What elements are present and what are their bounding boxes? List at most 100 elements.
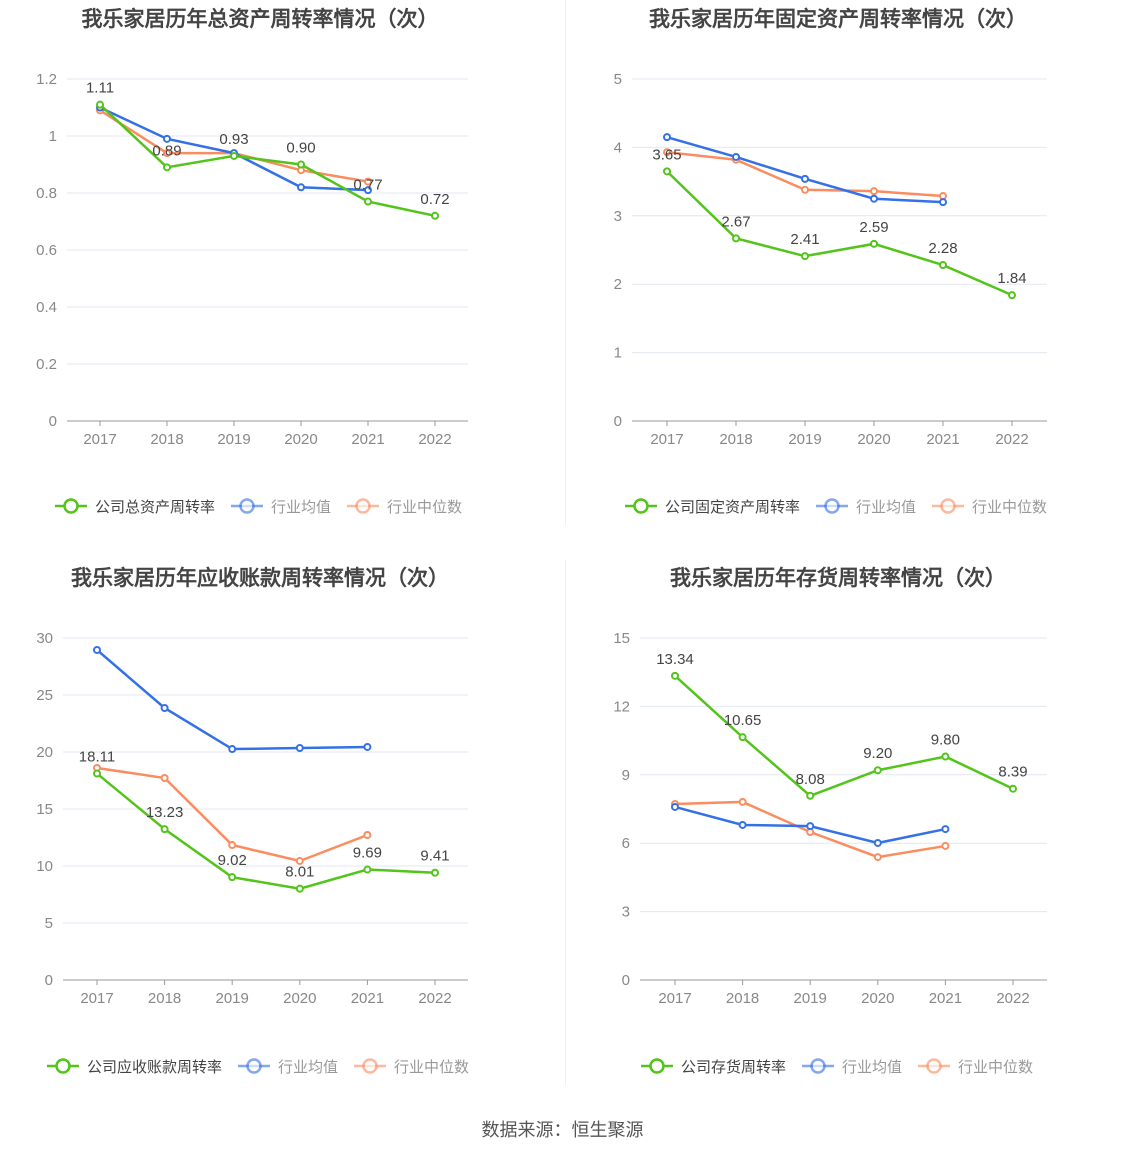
data-point[interactable] bbox=[939, 198, 947, 207]
legend-circle-icon bbox=[55, 1058, 71, 1074]
data-point[interactable] bbox=[939, 191, 947, 200]
data-point[interactable] bbox=[93, 645, 101, 654]
data-point[interactable] bbox=[297, 160, 305, 169]
legend-label: 行业中位数 bbox=[387, 499, 462, 516]
y-tick-label: 15 bbox=[36, 801, 53, 818]
data-point[interactable] bbox=[873, 838, 882, 847]
data-point[interactable] bbox=[941, 841, 950, 850]
data-point[interactable] bbox=[364, 186, 372, 195]
legend-item[interactable]: 行业中位数 bbox=[347, 498, 462, 516]
data-point[interactable] bbox=[870, 194, 878, 203]
data-point[interactable] bbox=[801, 252, 809, 261]
data-point[interactable] bbox=[870, 187, 878, 196]
legend-item[interactable]: 行业均值 bbox=[816, 498, 916, 516]
x-tick-label: 2017 bbox=[658, 990, 691, 1007]
data-point[interactable] bbox=[663, 148, 671, 157]
y-tick-label: 0 bbox=[49, 413, 57, 430]
data-point[interactable] bbox=[671, 671, 679, 680]
data-point[interactable] bbox=[364, 197, 372, 206]
data-point[interactable] bbox=[163, 163, 171, 172]
data-point[interactable] bbox=[228, 841, 237, 850]
x-tick-label: 2022 bbox=[418, 431, 451, 448]
data-point[interactable] bbox=[363, 742, 372, 751]
data-label: 8.01 bbox=[285, 864, 314, 881]
data-point[interactable] bbox=[1009, 784, 1017, 793]
y-tick-label: 12 bbox=[613, 698, 630, 715]
data-point[interactable] bbox=[939, 261, 947, 270]
data-point[interactable] bbox=[295, 744, 304, 753]
data-point[interactable] bbox=[806, 822, 815, 831]
legend-item[interactable]: 公司存货周转率 bbox=[641, 1058, 786, 1076]
legend-item[interactable]: 行业中位数 bbox=[354, 1058, 469, 1076]
data-point[interactable] bbox=[738, 733, 747, 742]
data-label: 8.08 bbox=[796, 771, 825, 788]
data-point[interactable] bbox=[295, 856, 304, 865]
data-point[interactable] bbox=[732, 234, 740, 243]
data-point[interactable] bbox=[801, 185, 809, 194]
y-tick-label: 1.2 bbox=[36, 71, 57, 88]
data-point[interactable] bbox=[806, 791, 815, 800]
data-point[interactable] bbox=[96, 100, 104, 109]
data-point[interactable] bbox=[663, 133, 671, 142]
data-point[interactable] bbox=[295, 884, 304, 893]
x-tick-label: 2021 bbox=[351, 990, 384, 1007]
data-point[interactable] bbox=[1008, 291, 1016, 300]
data-point[interactable] bbox=[228, 745, 237, 754]
legend-item[interactable]: 行业中位数 bbox=[932, 498, 1047, 516]
legend-item[interactable]: 行业均值 bbox=[802, 1058, 902, 1076]
x-tick-label: 2020 bbox=[284, 431, 317, 448]
data-point[interactable] bbox=[364, 177, 372, 186]
data-point[interactable] bbox=[163, 134, 171, 143]
x-tick-label: 2018 bbox=[150, 431, 183, 448]
x-tick-label: 2017 bbox=[80, 990, 113, 1007]
legend-item[interactable]: 公司固定资产周转率 bbox=[625, 498, 800, 516]
legend-item[interactable]: 公司应收账款周转率 bbox=[47, 1058, 222, 1076]
legend-item[interactable]: 行业均值 bbox=[238, 1058, 338, 1076]
data-point[interactable] bbox=[941, 752, 950, 761]
data-point[interactable] bbox=[431, 211, 439, 220]
data-label: 3.65 bbox=[652, 146, 681, 163]
legend-item[interactable]: 行业均值 bbox=[231, 498, 331, 516]
y-tick-label: 0.4 bbox=[36, 299, 57, 316]
data-point[interactable] bbox=[738, 797, 747, 806]
legend-item[interactable]: 行业中位数 bbox=[918, 1058, 1033, 1076]
series-line-1 bbox=[96, 649, 368, 751]
data-point[interactable] bbox=[163, 149, 171, 158]
legend-item[interactable]: 公司总资产周转率 bbox=[55, 498, 215, 516]
data-label: 9.41 bbox=[420, 848, 449, 865]
x-tick-label: 2020 bbox=[861, 990, 894, 1007]
data-point[interactable] bbox=[941, 825, 950, 834]
chart-2: 我乐家居历年固定资产周转率情况（次） 0 1 2 3 4 5 2017 2018 2019 2020… bbox=[614, 7, 1047, 516]
data-label: 9.02 bbox=[218, 852, 247, 869]
data-label: 0.90 bbox=[286, 140, 315, 157]
chart-title: 我乐家居历年总资产周转率情况（次） bbox=[82, 7, 439, 31]
y-tick-label: 5 bbox=[45, 915, 53, 932]
data-point[interactable] bbox=[160, 825, 169, 834]
data-point[interactable] bbox=[671, 802, 679, 811]
legend-circle-icon bbox=[355, 498, 371, 514]
data-point[interactable] bbox=[160, 773, 169, 782]
data-point[interactable] bbox=[663, 167, 671, 176]
data-label: 2.67 bbox=[721, 213, 750, 230]
data-point[interactable] bbox=[732, 152, 740, 161]
data-point[interactable] bbox=[230, 151, 238, 160]
data-point[interactable] bbox=[873, 766, 882, 775]
data-point[interactable] bbox=[160, 703, 169, 712]
data-point[interactable] bbox=[873, 853, 882, 862]
data-point[interactable] bbox=[363, 830, 372, 839]
data-point[interactable] bbox=[801, 174, 809, 183]
x-tick-label: 2019 bbox=[788, 431, 821, 448]
y-tick-label: 9 bbox=[622, 767, 630, 784]
legend-label: 行业中位数 bbox=[972, 499, 1047, 516]
data-point[interactable] bbox=[738, 820, 747, 829]
data-point[interactable] bbox=[297, 183, 305, 192]
x-tick-label: 2018 bbox=[726, 990, 759, 1007]
data-label: 0.89 bbox=[152, 142, 181, 159]
data-point[interactable] bbox=[363, 865, 372, 874]
data-point[interactable] bbox=[93, 769, 101, 778]
legend-circle-icon bbox=[633, 498, 649, 514]
data-point[interactable] bbox=[870, 239, 878, 248]
data-point[interactable] bbox=[431, 868, 439, 877]
data-point[interactable] bbox=[228, 873, 237, 882]
